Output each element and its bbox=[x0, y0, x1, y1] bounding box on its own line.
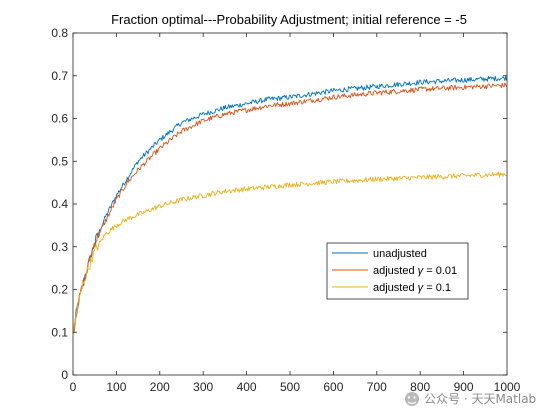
x-tick-label: 1000 bbox=[494, 380, 521, 394]
legend: unadjusted adjusted γ = 0.01 adjusted γ = … bbox=[326, 242, 469, 300]
x-tick-label: 800 bbox=[410, 380, 430, 394]
x-tick-label: 700 bbox=[367, 380, 387, 394]
y-tick-label: 0.5 bbox=[51, 154, 68, 168]
watermark: 公众号 · 天天Matlab bbox=[405, 392, 536, 406]
y-tick-label: 0.8 bbox=[51, 26, 68, 40]
y-tick-label: 0 bbox=[61, 368, 68, 382]
legend-label-1: unadjusted bbox=[373, 248, 427, 260]
legend-label-2: adjusted γ = 0.01 bbox=[373, 265, 457, 277]
y-axis: 0 0.1 0.2 0.3 0.4 0.5 0.6 0.7 0.8 bbox=[51, 26, 507, 382]
legend-box bbox=[326, 242, 469, 300]
legend-label-3: adjusted γ = 0.1 bbox=[373, 282, 451, 294]
y-tick-label: 0.2 bbox=[51, 283, 68, 297]
series-line-3 bbox=[72, 171, 507, 334]
y-tick-label: 0.3 bbox=[51, 240, 68, 254]
x-tick-label: 300 bbox=[193, 380, 213, 394]
y-tick-label: 0.7 bbox=[51, 69, 68, 83]
watermark-text: 公众号 · 天天Matlab bbox=[424, 392, 536, 406]
y-tick-label: 0.6 bbox=[51, 112, 68, 126]
series-line-1 bbox=[73, 75, 508, 331]
x-tick-label: 0 bbox=[70, 380, 77, 394]
plot-area bbox=[73, 33, 507, 375]
x-tick-label: 900 bbox=[454, 380, 474, 394]
series-line-2 bbox=[73, 82, 507, 332]
y-tick-label: 0.1 bbox=[51, 325, 68, 339]
x-tick-label: 200 bbox=[150, 380, 170, 394]
chart-title: Fraction optimal---Probability Adjustmen… bbox=[111, 12, 467, 27]
wechat-icon bbox=[405, 392, 419, 406]
x-tick-label: 100 bbox=[106, 380, 126, 394]
x-tick-label: 600 bbox=[323, 380, 343, 394]
x-axis: 0 100 200 300 400 500 600 700 800 900 1000 bbox=[70, 33, 521, 394]
series-layer bbox=[72, 75, 508, 334]
x-tick-label: 500 bbox=[280, 380, 300, 394]
y-tick-label: 0.4 bbox=[51, 197, 68, 211]
x-tick-label: 400 bbox=[237, 380, 257, 394]
